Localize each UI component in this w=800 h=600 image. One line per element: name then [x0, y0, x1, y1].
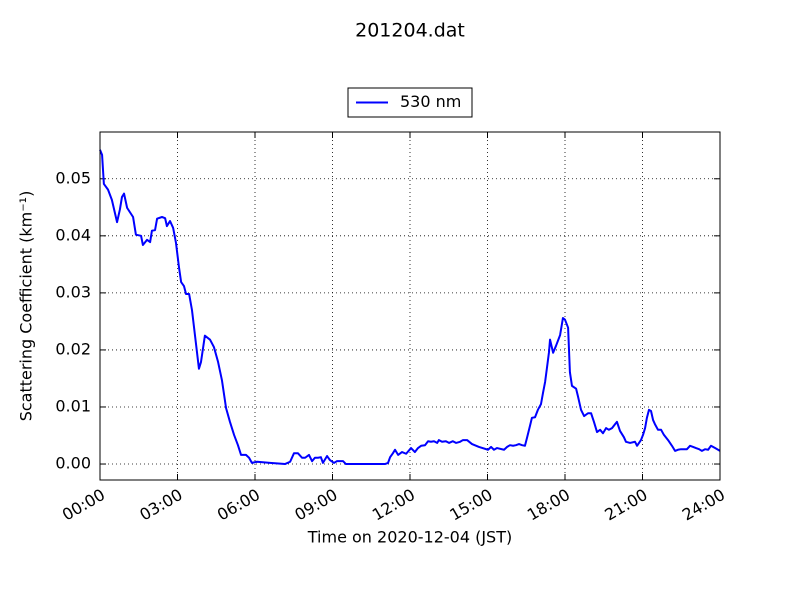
x-tick-label: 18:00	[524, 485, 573, 525]
x-tick-label: 24:00	[679, 485, 728, 525]
y-tick-label: 0.02	[55, 339, 91, 358]
x-tick-label: 12:00	[369, 485, 418, 525]
y-tick-label: 0.03	[55, 282, 91, 301]
chart-title: 201204.dat	[355, 20, 465, 42]
y-tick-label: 0.05	[55, 168, 91, 187]
y-tick-label: 0.00	[55, 454, 91, 473]
x-tick-label: 00:00	[59, 485, 108, 525]
x-tick-label: 21:00	[601, 485, 650, 525]
legend-label: 530 nm	[400, 92, 461, 111]
plot-frame	[99, 131, 721, 481]
data-line	[99, 149, 721, 466]
y-axis-label: Scattering Coefficient (km⁻¹)	[17, 191, 36, 422]
x-tick-label: 03:00	[136, 485, 185, 525]
x-tick-label: 15:00	[446, 485, 495, 525]
y-tick-label: 0.04	[55, 225, 91, 244]
x-axis-label: Time on 2020-12-04 (JST)	[307, 528, 512, 547]
x-tick-label: 09:00	[291, 485, 340, 525]
x-tick-label: 06:00	[214, 485, 263, 525]
y-tick-label: 0.01	[55, 396, 91, 415]
